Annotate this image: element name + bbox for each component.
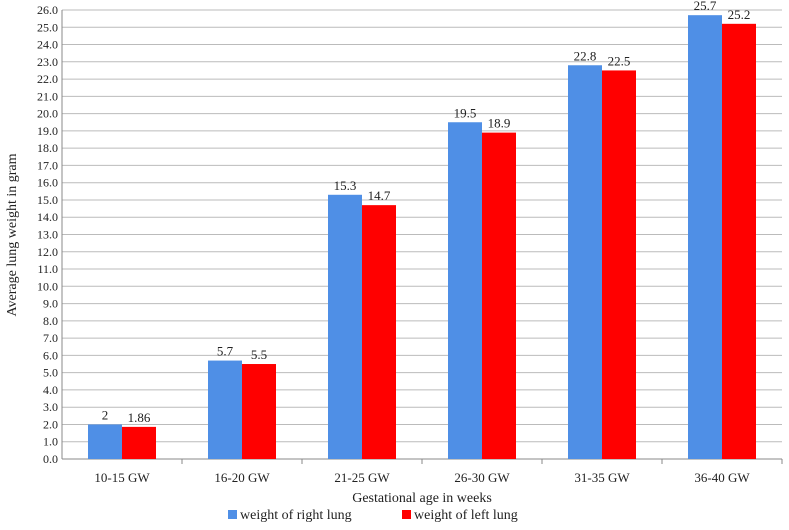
x-tick-label: 16-20 GW [214, 470, 270, 485]
data-label: 18.9 [488, 116, 511, 131]
y-tick-label: 18.0 [37, 141, 58, 155]
bar-right-lung [208, 360, 242, 459]
data-label: 25.7 [694, 0, 717, 13]
y-tick-label: 23.0 [37, 55, 58, 69]
y-tick-label: 20.0 [37, 107, 58, 121]
y-tick-label: 4.0 [43, 383, 58, 397]
x-tick-label: 10-15 GW [94, 470, 150, 485]
y-tick-label: 2.0 [43, 417, 58, 431]
y-tick-label: 5.0 [43, 366, 58, 380]
bar-right-lung [88, 424, 122, 459]
y-tick-label: 9.0 [43, 297, 58, 311]
bar-left-lung [602, 70, 636, 459]
data-label: 15.3 [334, 178, 357, 193]
bar-left-lung [242, 364, 276, 459]
y-tick-label: 24.0 [37, 38, 58, 52]
legend-label-left: weight of left lung [414, 508, 518, 523]
bar-left-lung [482, 132, 516, 459]
y-tick-label: 13.0 [37, 228, 58, 242]
data-label: 19.5 [454, 105, 477, 120]
bar-left-lung [122, 426, 156, 459]
y-tick-label: 16.0 [37, 176, 58, 190]
bar-right-lung [568, 65, 602, 459]
data-label: 5.5 [251, 347, 267, 362]
y-tick-label: 1.0 [43, 435, 58, 449]
bar-right-lung [688, 15, 722, 460]
data-label: 5.7 [217, 344, 234, 359]
y-tick-label: 19.0 [37, 124, 58, 138]
bar-left-lung [722, 23, 756, 460]
x-tick-label: 31-35 GW [574, 470, 630, 485]
y-tick-label: 7.0 [43, 331, 58, 345]
legend-swatch-left [402, 510, 411, 519]
legend-swatch-right [228, 510, 237, 519]
x-tick-label: 21-25 GW [334, 470, 390, 485]
data-label: 22.8 [574, 48, 597, 63]
y-tick-label: 25.0 [37, 20, 58, 34]
y-tick-label: 26.0 [37, 3, 58, 17]
y-axis-label: Average lung weight in gram [5, 153, 20, 316]
legend: weight of right lung weight of left lung [228, 508, 518, 523]
x-tick-label: 36-40 GW [694, 470, 750, 485]
data-label: 25.2 [728, 7, 751, 22]
bar-left-lung [362, 205, 396, 459]
y-tick-label: 12.0 [37, 245, 58, 259]
data-label: 1.86 [128, 410, 151, 425]
bar-right-lung [328, 194, 362, 459]
y-tick-label: 0.0 [43, 452, 58, 466]
x-axis-label: Gestational age in weeks [352, 491, 492, 506]
y-tick-label: 15.0 [37, 193, 58, 207]
data-label: 22.5 [608, 53, 631, 68]
y-tick-label: 8.0 [43, 314, 58, 328]
x-tick-label: 26-30 GW [454, 470, 510, 485]
bar-right-lung [448, 122, 482, 459]
y-tick-label: 11.0 [37, 262, 58, 276]
y-tick-label: 17.0 [37, 158, 58, 172]
y-tick-label: 3.0 [43, 400, 58, 414]
data-label: 14.7 [368, 188, 391, 203]
y-tick-label: 22.0 [37, 72, 58, 86]
y-tick-label: 14.0 [37, 210, 58, 224]
y-tick-label: 6.0 [43, 348, 58, 362]
data-label: 2 [102, 407, 109, 422]
legend-label-right: weight of right lung [240, 508, 352, 523]
y-tick-label: 21.0 [37, 89, 58, 103]
y-tick-label: 10.0 [37, 279, 58, 293]
